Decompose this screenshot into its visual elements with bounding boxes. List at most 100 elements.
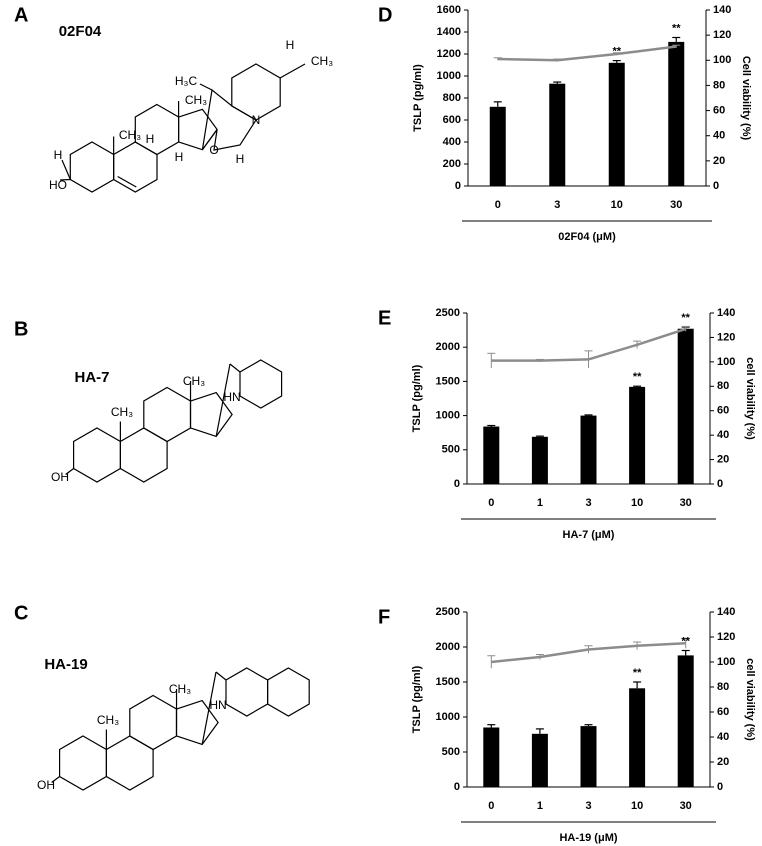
significance-mark: ** — [633, 371, 642, 383]
y2-tick-label: 100 — [713, 54, 731, 66]
bar — [580, 726, 597, 787]
significance-mark: ** — [633, 667, 642, 679]
y-axis-label: TSLP (pg/ml) — [412, 64, 424, 132]
atom-label: OH — [51, 470, 69, 484]
panel-letter: B — [14, 318, 28, 340]
bar — [629, 688, 646, 787]
x-tick-label: 0 — [495, 199, 501, 211]
significance-mark: ** — [681, 312, 690, 324]
bond-ring — [175, 699, 219, 746]
bond-ring — [143, 386, 192, 443]
y2-tick-label: 20 — [717, 756, 729, 768]
atom-label: H — [54, 148, 63, 162]
y2-tick-label: 40 — [717, 731, 729, 743]
panel-letter: D — [378, 4, 392, 26]
atom-label: OH — [37, 778, 55, 792]
y-tick-label: 200 — [443, 158, 461, 170]
y2-tick-label: 80 — [717, 380, 729, 392]
y-tick-label: 1200 — [437, 48, 461, 60]
y-axis-label: TSLP (pg/ml) — [411, 364, 423, 432]
bond-ring — [129, 694, 178, 751]
compound-name: 02F04 — [59, 23, 102, 40]
line — [497, 45, 677, 62]
y2-tick-label: 0 — [717, 478, 723, 490]
y2-tick-label: 80 — [717, 681, 729, 693]
y-tick-label: 1400 — [437, 26, 461, 38]
bar — [608, 62, 625, 186]
atom-label: H — [146, 132, 155, 146]
panel-letter: E — [378, 307, 391, 329]
bond-ring — [105, 735, 154, 791]
y-tick-label: 1000 — [436, 410, 460, 422]
bond-ring — [112, 141, 158, 193]
atom-label: HO — [49, 178, 67, 192]
y2-tick-label: 100 — [717, 356, 735, 368]
y-axis-label: TSLP (pg/ml) — [411, 665, 423, 733]
y-tick-label: 2500 — [436, 307, 460, 319]
line — [491, 642, 686, 664]
atom-label: H — [286, 38, 295, 52]
atom-label: CH₃ — [183, 374, 205, 388]
bar — [531, 436, 548, 484]
atom-label: CH₃ — [169, 682, 191, 696]
bond — [51, 776, 60, 783]
bond — [229, 363, 241, 373]
bond — [215, 363, 231, 437]
y-tick-label: 2000 — [436, 641, 460, 653]
x-axis-label: 02F04 (μM) — [558, 231, 616, 243]
atom-label: CH₃ — [185, 93, 207, 107]
bond-ring — [189, 391, 233, 438]
bond — [215, 671, 227, 681]
y2-tick-label: 60 — [717, 706, 729, 718]
y-tick-label: 500 — [442, 746, 460, 758]
atom-label: CH₃ — [111, 405, 133, 419]
y-tick-label: 400 — [443, 136, 461, 148]
y2-tick-label: 0 — [713, 180, 719, 192]
bond-ring — [267, 667, 310, 717]
bar — [580, 415, 597, 484]
atom-label: H₃C — [175, 74, 198, 88]
bond — [117, 175, 137, 188]
y2-tick-label: 140 — [717, 307, 735, 319]
atom-label: CH₃ — [119, 128, 141, 142]
bond — [279, 63, 306, 79]
y2-tick-label: 120 — [717, 331, 735, 343]
y-tick-label: 1000 — [436, 711, 460, 723]
y2-axis-label: Cell viability (%) — [740, 56, 752, 141]
x-axis-label: HA-19 (μM) — [559, 832, 617, 844]
atom-label: HN — [209, 698, 226, 712]
bar — [677, 328, 694, 484]
y-tick-label: 2000 — [436, 341, 460, 353]
x-tick-label: 0 — [488, 800, 494, 812]
x-tick-label: 0 — [488, 497, 494, 509]
x-tick-label: 1 — [537, 497, 543, 509]
atom-label: CH₃ — [97, 713, 119, 727]
x-tick-label: 10 — [631, 497, 643, 509]
panel-letter: C — [14, 602, 28, 624]
bond-ring — [119, 427, 168, 483]
y2-tick-label: 140 — [713, 4, 731, 16]
bond-ring — [225, 667, 269, 717]
y2-axis-label: cell viability (%) — [744, 357, 756, 440]
y2-tick-label: 0 — [717, 781, 723, 793]
significance-mark: ** — [672, 22, 681, 34]
atom-label: H — [175, 150, 184, 164]
compound-name: HA-7 — [74, 369, 109, 386]
y2-tick-label: 20 — [713, 155, 725, 167]
bond — [201, 671, 217, 745]
x-tick-label: 3 — [554, 199, 560, 211]
bond — [65, 468, 74, 475]
panel-letter: A — [14, 4, 28, 26]
bar — [483, 727, 500, 787]
y-tick-label: 2500 — [436, 606, 460, 618]
y2-tick-label: 60 — [717, 405, 729, 417]
x-tick-label: 3 — [585, 800, 591, 812]
atom-label: O — [209, 143, 218, 157]
bar — [668, 41, 685, 187]
x-tick-label: 3 — [585, 497, 591, 509]
bar — [531, 733, 548, 787]
x-tick-label: 30 — [680, 497, 692, 509]
compound-name: HA-19 — [44, 656, 87, 673]
